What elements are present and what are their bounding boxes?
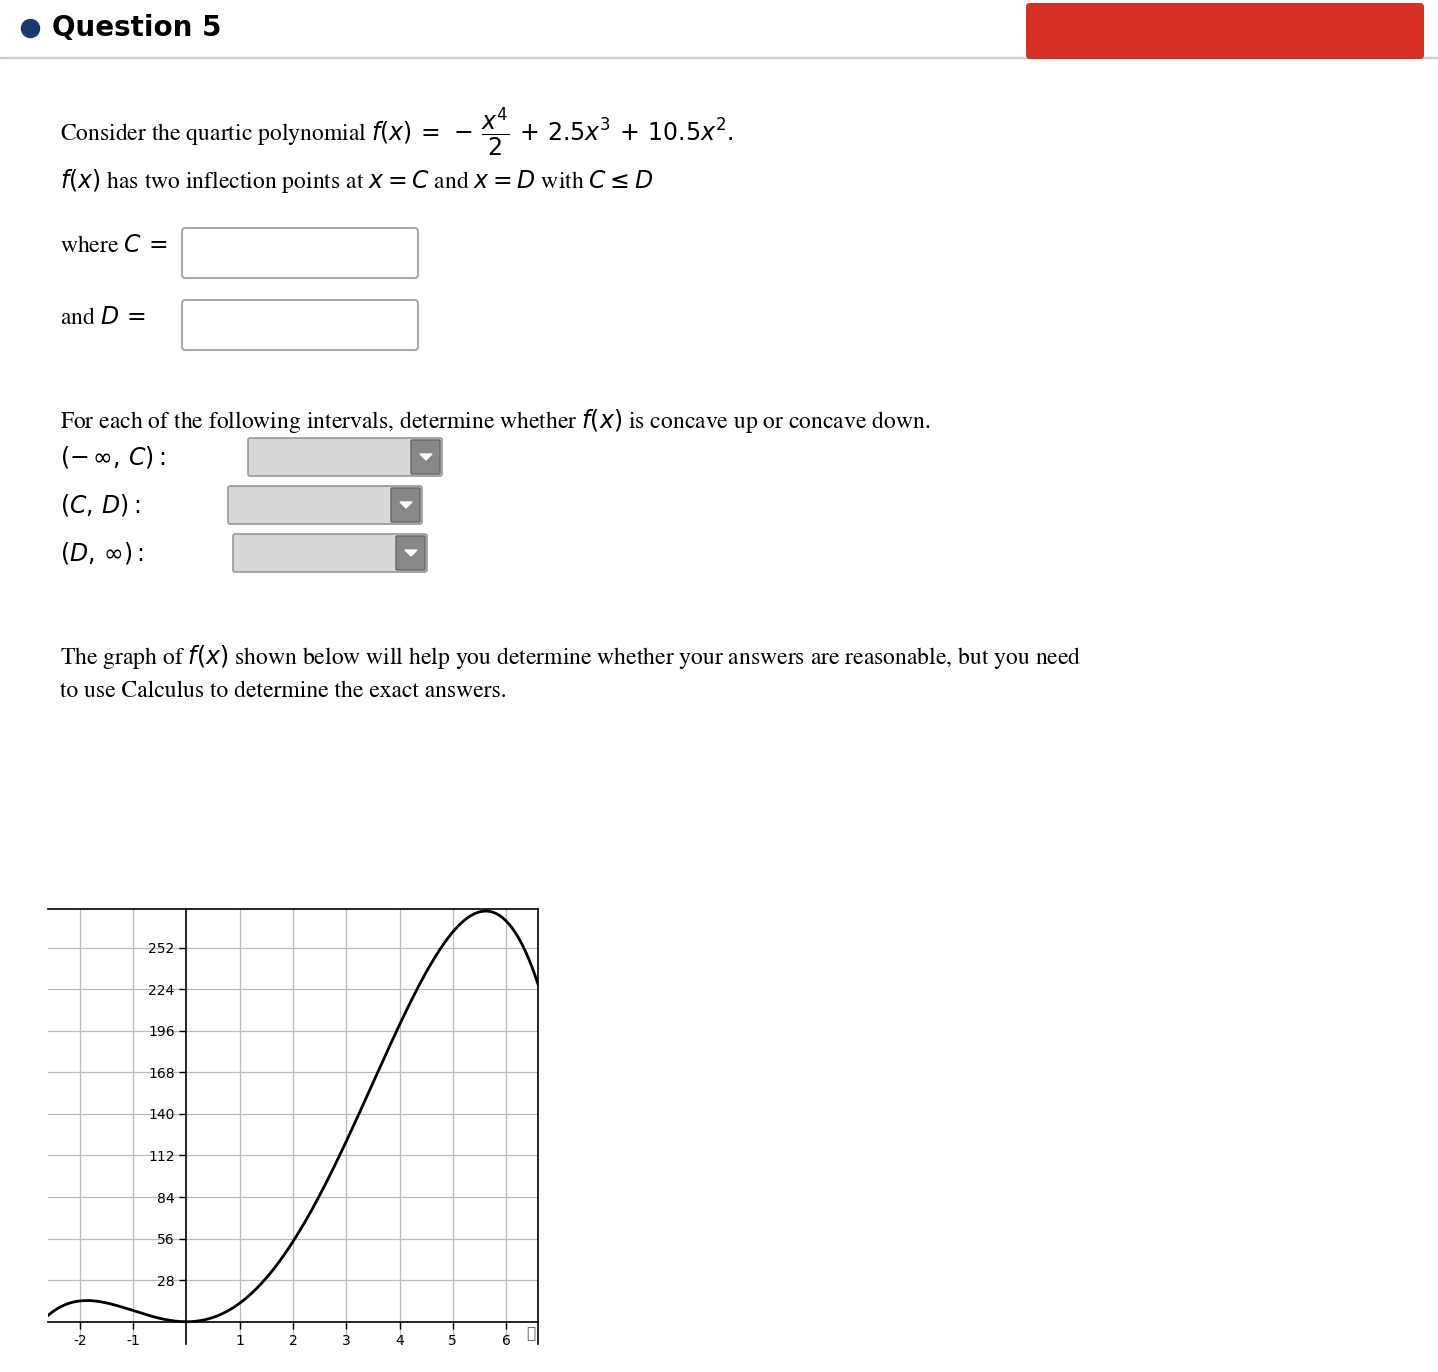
FancyBboxPatch shape — [229, 486, 421, 524]
Text: 🔍: 🔍 — [526, 1325, 535, 1340]
Text: For each of the following intervals, determine whether $f(x)$ is concave up or c: For each of the following intervals, det… — [60, 407, 930, 435]
FancyBboxPatch shape — [233, 534, 427, 572]
Text: $(-\,\infty,\,C):$: $(-\,\infty,\,C):$ — [60, 445, 165, 471]
FancyBboxPatch shape — [1025, 3, 1424, 59]
Text: The graph of $f(x)$ shown below will help you determine whether your answers are: The graph of $f(x)$ shown below will hel… — [60, 643, 1081, 671]
Text: Question 5: Question 5 — [52, 14, 221, 43]
Text: $(D,\,\infty):$: $(D,\,\infty):$ — [60, 541, 144, 567]
Text: $f(x)$ has two inflection points at $x = C$ and $x = D$ with $C \leq D$: $f(x)$ has two inflection points at $x =… — [60, 167, 653, 195]
FancyBboxPatch shape — [183, 228, 418, 279]
Polygon shape — [400, 502, 413, 508]
Text: where $C\,=$: where $C\,=$ — [60, 235, 168, 257]
FancyBboxPatch shape — [411, 440, 440, 473]
FancyBboxPatch shape — [247, 438, 441, 476]
FancyBboxPatch shape — [183, 300, 418, 350]
Text: $(C,\,D):$: $(C,\,D):$ — [60, 493, 141, 519]
FancyBboxPatch shape — [395, 536, 426, 569]
Text: Select an answer: Select an answer — [260, 449, 416, 466]
Text: Select an answer: Select an answer — [244, 545, 400, 563]
Text: Consider the quartic polynomial $f(x)\,=\,-\,\dfrac{x^4}{2}\,+\,2.5x^3\,+\,10.5x: Consider the quartic polynomial $f(x)\,=… — [60, 106, 733, 158]
Text: Select an answer: Select an answer — [240, 497, 395, 514]
FancyBboxPatch shape — [391, 488, 420, 521]
Text: and $D\,=$: and $D\,=$ — [60, 307, 145, 329]
Text: to use Calculus to determine the exact answers.: to use Calculus to determine the exact a… — [60, 681, 506, 702]
Polygon shape — [420, 454, 431, 460]
Text: —: — — [1103, 19, 1127, 43]
Polygon shape — [406, 550, 417, 556]
